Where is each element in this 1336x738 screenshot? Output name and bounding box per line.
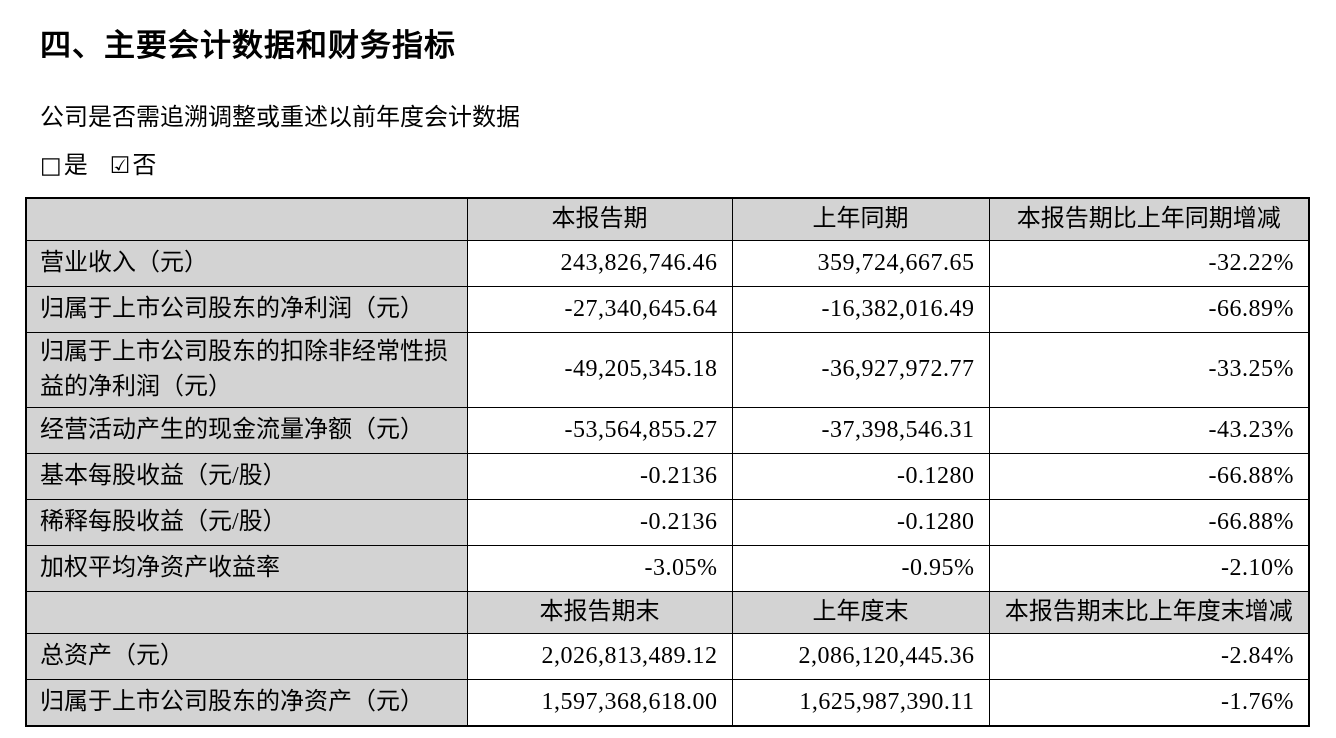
row-label: 营业收入（元） [25, 240, 468, 287]
change-value: -32.22% [988, 240, 1310, 287]
option-yes: □是 [40, 145, 88, 180]
table-row: 归属于上市公司股东的净资产（元） 1,597,368,618.00 1,625,… [25, 678, 1310, 727]
header-prior-period: 上年同期 [731, 197, 990, 241]
current-value: -3.05% [466, 544, 733, 592]
section-title: 四、主要会计数据和财务指标 [40, 28, 456, 63]
table-row: 稀释每股收益（元/股） -0.2136 -0.1280 -66.88% [25, 498, 1310, 546]
header-blank-cell [25, 197, 468, 241]
current-value: -0.2136 [466, 452, 733, 500]
row-label: 总资产（元） [25, 632, 468, 680]
row-label: 加权平均净资产收益率 [25, 544, 468, 592]
restatement-question: 公司是否需追溯调整或重述以前年度会计数据 [40, 105, 520, 131]
row-label: 经营活动产生的现金流量净额（元） [25, 406, 468, 454]
table-row: 归属于上市公司股东的净利润（元） -27,340,645.64 -16,382,… [25, 286, 1310, 333]
header-year-end-change: 本报告期末比上年度末增减 [988, 590, 1310, 634]
prior-value: -0.1280 [731, 498, 990, 546]
prior-value: -37,398,546.31 [731, 406, 990, 454]
table-row: 总资产（元） 2,026,813,489.12 2,086,120,445.36… [25, 632, 1310, 680]
prior-value: 1,625,987,390.11 [731, 678, 990, 727]
prior-value: -0.95% [731, 544, 990, 592]
row-label: 稀释每股收益（元/股） [25, 498, 468, 546]
current-value: -53,564,855.27 [466, 406, 733, 454]
checkbox-unchecked-icon: □ [40, 153, 62, 179]
header-period-change: 本报告期比上年同期增减 [988, 197, 1310, 241]
table-row: 经营活动产生的现金流量净额（元） -53,564,855.27 -37,398,… [25, 406, 1310, 454]
change-value: -33.25% [988, 332, 1310, 408]
change-value: -2.10% [988, 544, 1310, 592]
current-value: -0.2136 [466, 498, 733, 546]
restatement-options: □是 ☑否 [40, 145, 1336, 180]
prior-value: 2,086,120,445.36 [731, 632, 990, 680]
change-value: -66.89% [988, 286, 1310, 333]
key-metrics-table: 本报告期 上年同期 本报告期比上年同期增减 营业收入（元） 243,826,74… [25, 197, 1310, 727]
change-value: -43.23% [988, 406, 1310, 454]
table-row: 营业收入（元） 243,826,746.46 359,724,667.65 -3… [25, 240, 1310, 287]
prior-value: -36,927,972.77 [731, 332, 990, 408]
header-period-end: 本报告期末 [466, 590, 733, 634]
header-current-period: 本报告期 [466, 197, 733, 241]
checkbox-checked-icon: ☑ [109, 153, 131, 179]
date-header-row: 本报告期末 上年度末 本报告期末比上年度末增减 [25, 590, 1310, 634]
header-blank-cell [25, 590, 468, 634]
current-value: 243,826,746.46 [466, 240, 733, 287]
row-label: 归属于上市公司股东的扣除非经常性损益的净利润（元） [25, 332, 468, 408]
prior-value: -0.1280 [731, 452, 990, 500]
current-value: 1,597,368,618.00 [466, 678, 733, 727]
table-row: 加权平均净资产收益率 -3.05% -0.95% -2.10% [25, 544, 1310, 592]
current-value: 2,026,813,489.12 [466, 632, 733, 680]
period-header-row: 本报告期 上年同期 本报告期比上年同期增减 [25, 197, 1310, 241]
option-no: ☑否 [110, 145, 157, 180]
option-yes-label: 是 [63, 153, 88, 179]
change-value: -1.76% [988, 678, 1310, 727]
prior-value: -16,382,016.49 [731, 286, 990, 333]
change-value: -66.88% [988, 452, 1310, 500]
current-value: -27,340,645.64 [466, 286, 733, 333]
prior-value: 359,724,667.65 [731, 240, 990, 287]
change-value: -66.88% [988, 498, 1310, 546]
row-label: 归属于上市公司股东的净资产（元） [25, 678, 468, 727]
change-value: -2.84% [988, 632, 1310, 680]
option-no-label: 否 [132, 153, 157, 179]
table-row: 归属于上市公司股东的扣除非经常性损益的净利润（元） -49,205,345.18… [25, 332, 1310, 408]
header-prior-year-end: 上年度末 [731, 590, 990, 634]
table-row: 基本每股收益（元/股） -0.2136 -0.1280 -66.88% [25, 452, 1310, 500]
current-value: -49,205,345.18 [466, 332, 733, 408]
row-label: 归属于上市公司股东的净利润（元） [25, 286, 468, 333]
row-label: 基本每股收益（元/股） [25, 452, 468, 500]
